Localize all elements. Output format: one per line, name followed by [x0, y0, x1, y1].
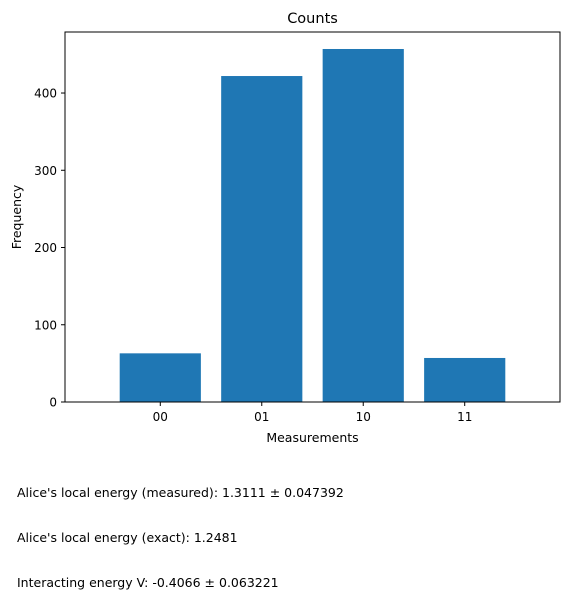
chart-title: Counts — [287, 11, 338, 27]
bar-00 — [119, 353, 201, 402]
y-tick-label-0: 0 — [49, 396, 57, 410]
y-tick-label-400: 400 — [34, 87, 57, 101]
bar-01 — [221, 76, 303, 402]
note-exact-energy: Alice's local energy (exact): 1.2481 — [17, 530, 238, 545]
x-tick-label-01: 01 — [254, 410, 269, 424]
bar-10 — [322, 48, 404, 402]
energy-notes: Alice's local energy (measured): 1.3111 … — [17, 455, 344, 605]
bar-11 — [424, 357, 506, 402]
x-tick-label-10: 10 — [356, 410, 371, 424]
x-tick-label-00: 00 — [153, 410, 168, 424]
note-measured-energy: Alice's local energy (measured): 1.3111 … — [17, 485, 344, 500]
x-tick-label-11: 11 — [457, 410, 472, 424]
y-tick-label-300: 300 — [34, 164, 57, 178]
x-axis-label: Measurements — [266, 430, 358, 445]
y-tick-label-100: 100 — [34, 318, 57, 332]
plot-frame — [64, 31, 561, 403]
y-axis-label: Frequency — [9, 184, 24, 249]
y-tick-label-200: 200 — [34, 241, 57, 255]
note-interacting-energy: Interacting energy V: -0.4066 ± 0.063221 — [17, 575, 279, 590]
